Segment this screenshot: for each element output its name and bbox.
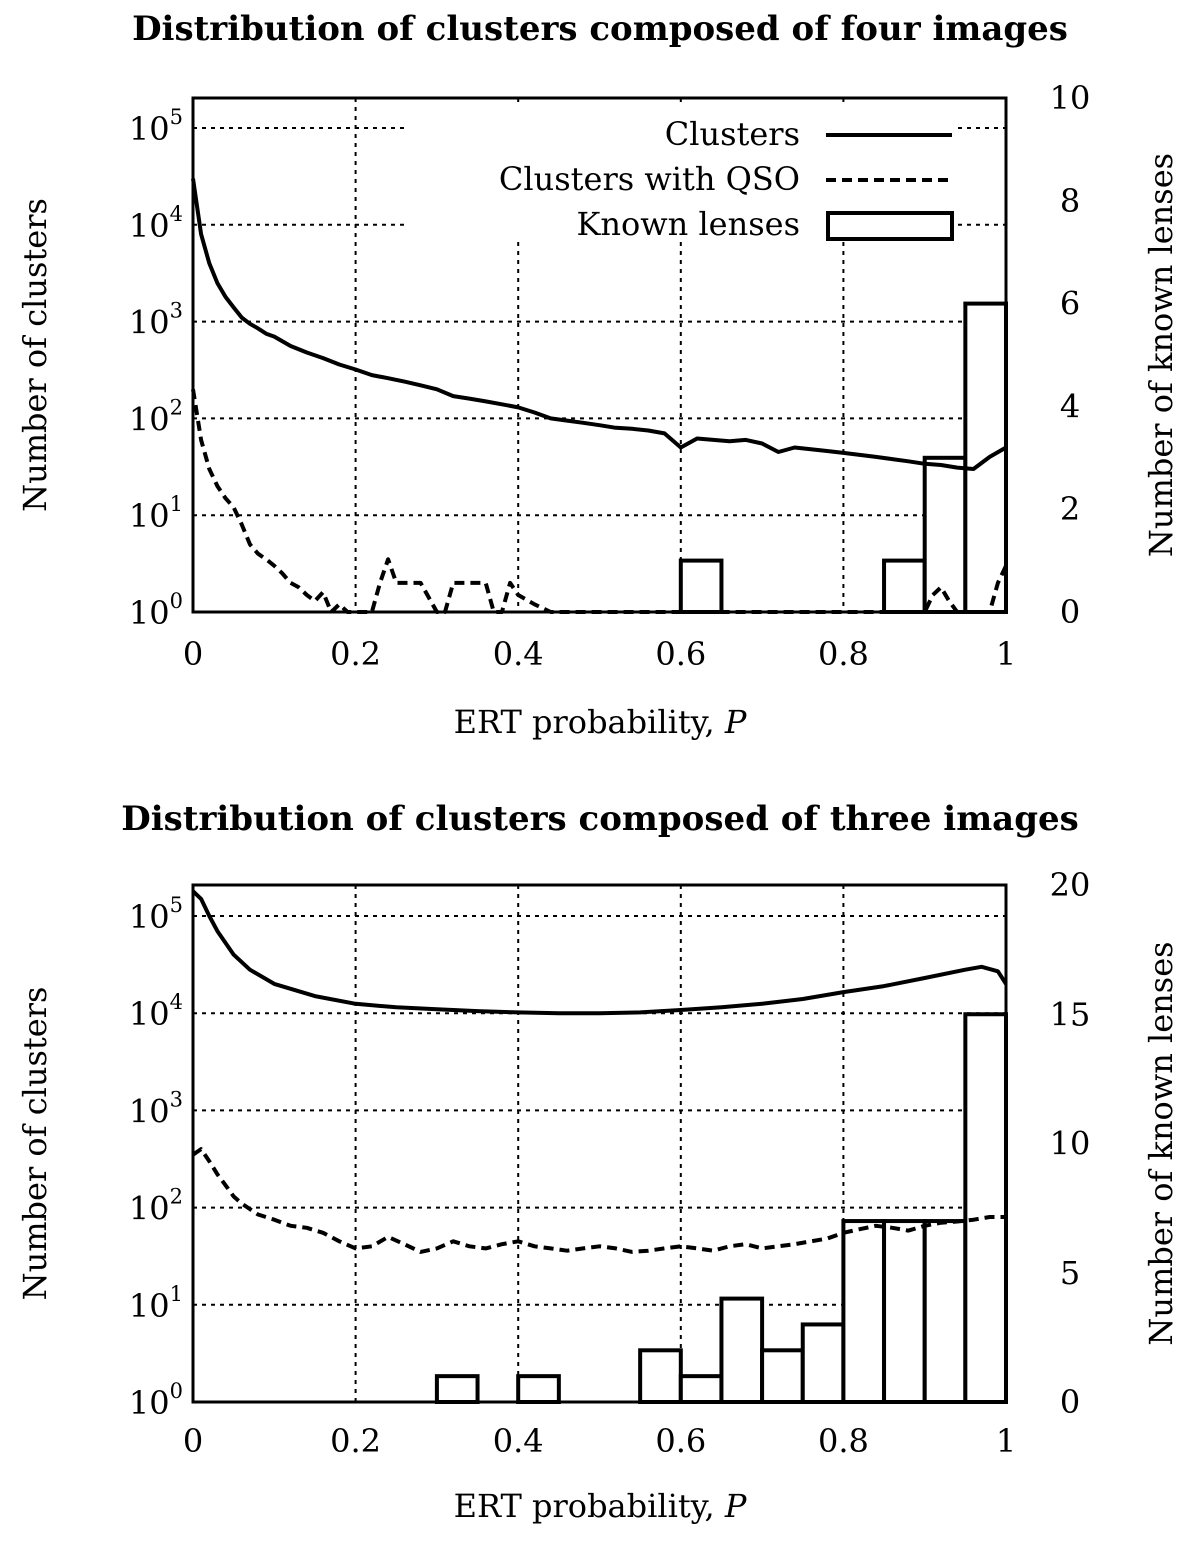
known-lenses-bar [434,1374,480,1405]
known-lenses-bar [760,1348,805,1405]
y-tick-label: 104 [129,202,183,245]
known-lenses-bar [882,1219,927,1405]
chart-1: Distribution of clusters composed of fou… [16,9,1180,741]
chart-2: Distribution of clusters composed of thr… [16,799,1180,1525]
clusters-with-qso-line [191,1147,1006,1254]
known-lenses-bar [678,1374,724,1405]
y-axis-label: Number of clusters [16,198,54,512]
known-lenses-bar [678,558,724,614]
y2-tick-label: 20 [1050,866,1091,904]
x-tick-label: 0.6 [655,635,706,673]
y-tick-label: 105 [129,893,183,936]
legend-label: Clusters [665,115,800,153]
legend-label: Clusters with QSO [499,160,800,198]
plot-frame [191,883,1008,1404]
x-tick-label: 0.4 [493,635,544,673]
known-lenses-bar [922,455,968,614]
legend-backdrop [405,150,955,192]
y2-tick-label: 5 [1060,1254,1080,1292]
y-tick-label: 101 [129,1282,183,1325]
x-tick-label: 0 [183,1422,203,1460]
known-lenses-bar [963,1012,1008,1404]
x-tick-label: 1 [996,635,1016,673]
x-tick-label: 0.8 [818,635,869,673]
y2-tick-label: 0 [1060,1383,1080,1421]
x-tick-label: 0 [183,635,203,673]
y2-axis-label: Number of known lenses [1142,153,1180,557]
clusters-line [191,889,1008,1016]
x-tick-label: 0.2 [330,1422,381,1460]
x-axis-label: ERT probability, P [454,1487,747,1525]
y-tick-label: 100 [129,589,183,632]
known-lenses-bar [882,558,927,614]
x-tick-label: 0.2 [330,635,381,673]
y-tick-label: 101 [129,492,183,535]
y-tick-label: 105 [129,105,183,148]
known-lenses-bar [922,1219,968,1405]
y-axis-label: Number of clusters [16,987,54,1301]
y2-axis-label: Number of known lenses [1142,941,1180,1345]
x-tick-label: 1 [996,1422,1016,1460]
x-tick-label: 0.8 [818,1422,869,1460]
x-tick-label: 0.6 [655,1422,706,1460]
x-axis-label: ERT probability, P [454,703,747,741]
clusters-line [191,178,1007,471]
legend: Clusters Clusters with QSO Known lenses [405,105,955,243]
known-lenses-bar [800,1322,846,1404]
chart-title: Distribution of clusters composed of fou… [132,9,1068,49]
x-tick-label: 0.4 [493,1422,544,1460]
y-tick-label: 103 [129,299,183,342]
y2-tick-label: 15 [1050,995,1091,1033]
known-lenses-bar [719,1296,765,1404]
chart-title: Distribution of clusters composed of thr… [121,799,1079,839]
y-tick-label: 100 [129,1379,183,1422]
legend-label: Known lenses [576,205,800,243]
y2-tick-label: 10 [1050,1125,1091,1163]
known-lenses-bar [638,1348,683,1405]
legend-swatch-bar [826,211,954,241]
known-lenses-bar [841,1219,887,1405]
y2-tick-label: 4 [1060,387,1080,425]
y-tick-label: 102 [129,395,183,438]
clusters-with-qso-line [191,388,1008,614]
known-lenses-bar [516,1374,561,1405]
known-lenses-bars [434,1012,1008,1405]
legend-backdrop [405,105,955,147]
y2-tick-label: 0 [1060,593,1080,631]
y2-tick-label: 8 [1060,182,1080,220]
y-tick-label: 103 [129,1087,183,1130]
y-tick-label: 102 [129,1185,183,1228]
y2-tick-label: 6 [1060,285,1080,323]
y2-tick-label: 2 [1060,490,1080,528]
y-tick-label: 104 [129,990,183,1033]
y2-tick-label: 10 [1050,79,1091,117]
known-lenses-bars [678,301,1008,614]
plot-frame [191,96,1008,614]
